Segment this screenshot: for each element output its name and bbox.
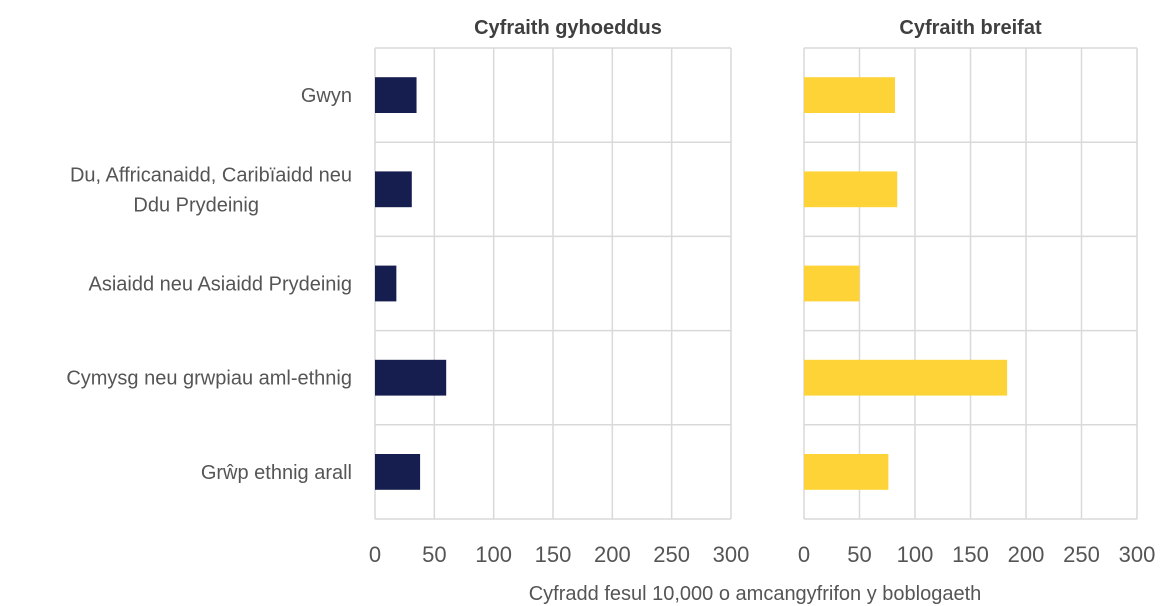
- x-tick-label: 300: [713, 542, 750, 567]
- x-tick-label: 100: [897, 542, 934, 567]
- bar: [804, 77, 896, 113]
- bar: [375, 265, 397, 302]
- panel-private-law: Cyfraith breifat 0 50 100 150 200 250 300: [798, 17, 1155, 567]
- x-tick-label: 250: [1063, 542, 1100, 567]
- bar: [804, 359, 1008, 396]
- x-tick-label: 0: [369, 542, 381, 567]
- panel-title-public-law: Cyfraith gyhoeddus: [474, 17, 662, 39]
- category-label: Asiaidd neu Asiaidd Prydeinig: [88, 274, 352, 296]
- panel-public-law: Cyfraith gyhoeddus 0 50 100 150 200 250 300: [369, 17, 749, 567]
- x-tick-label: 250: [653, 542, 690, 567]
- x-tick-label: 300: [1119, 542, 1156, 567]
- category-label: Cymysg neu grwpiau aml-ethnig: [66, 368, 352, 390]
- x-tick-label: 50: [847, 542, 871, 567]
- x-tick-label: 150: [535, 542, 572, 567]
- bar: [804, 265, 860, 302]
- x-tick-label: 0: [798, 542, 810, 567]
- x-tick-label: 200: [594, 542, 631, 567]
- bar: [375, 77, 417, 113]
- x-tick-label: 150: [952, 542, 989, 567]
- x-axis-title: Cyfradd fesul 10,000 o amcangyfrifon y b…: [529, 583, 982, 605]
- x-tick-label: 50: [422, 542, 446, 567]
- x-tick-label: 100: [475, 542, 512, 567]
- x-tick-label: 200: [1008, 542, 1045, 567]
- bar: [375, 454, 421, 490]
- panel-title-private-law: Cyfraith breifat: [899, 17, 1042, 39]
- bar: [375, 171, 412, 208]
- bar: [804, 454, 889, 490]
- category-label: Grŵp ethnig arall: [201, 462, 352, 484]
- bar: [804, 171, 898, 208]
- category-label: Du, Affricanaidd, Caribïaidd neu Ddu Pryd…: [70, 164, 352, 216]
- category-label: Gwyn: [301, 85, 352, 107]
- category-labels: Gwyn Du, Affricanaidd, Caribïaidd neu Ddu …: [66, 85, 352, 484]
- bar: [375, 359, 447, 396]
